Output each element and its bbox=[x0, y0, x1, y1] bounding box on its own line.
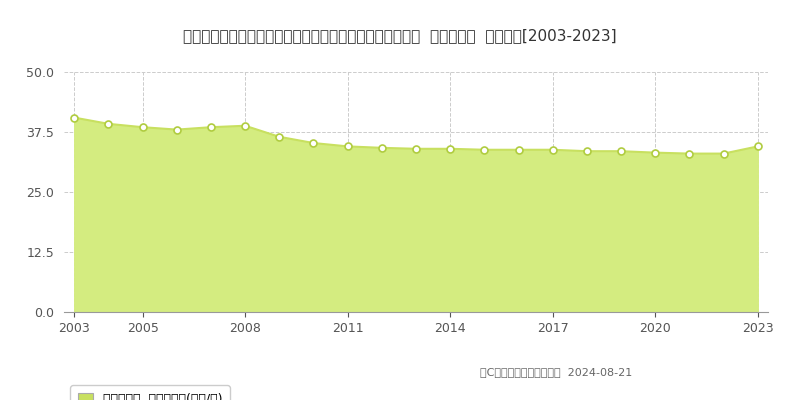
Text: （C）土地価格ドットコム  2024-08-21: （C）土地価格ドットコム 2024-08-21 bbox=[480, 367, 632, 377]
Legend: 基準地価格  平均坪単価(万円/坪): 基準地価格 平均坪単価(万円/坪) bbox=[70, 386, 230, 400]
Text: 埼玉県さいたま市見沼区大字御蔵字大ケ谷戸１３２５番６  基準地価格  地価推移[2003-2023]: 埼玉県さいたま市見沼区大字御蔵字大ケ谷戸１３２５番６ 基準地価格 地価推移[20… bbox=[183, 28, 617, 43]
